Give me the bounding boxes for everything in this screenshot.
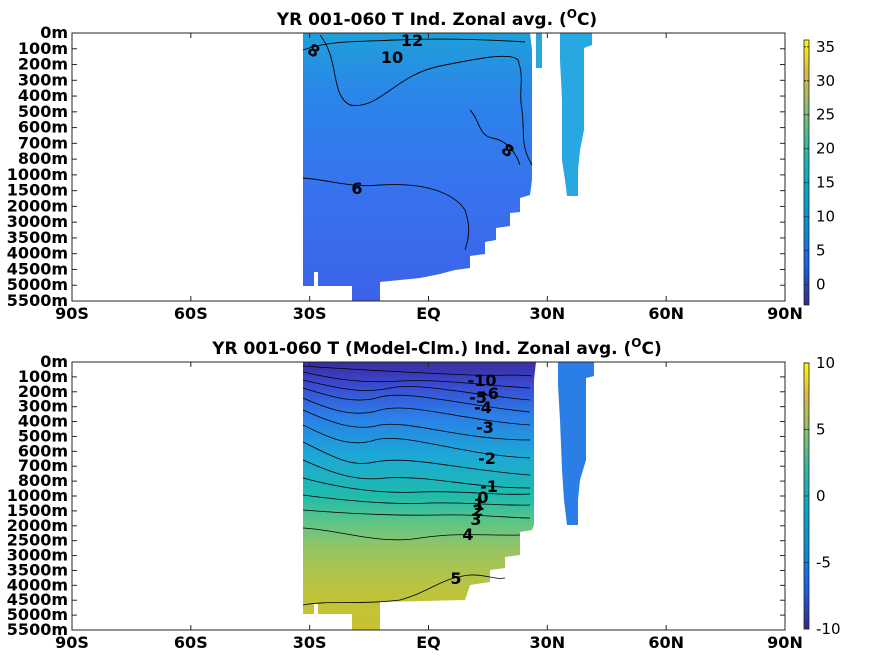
top-y-axis: 0m100m200m300m400m500m600m700m800m1000m1… (7, 23, 785, 310)
y-tick-label: 2000m (7, 516, 68, 535)
y-tick-label: 600m (18, 441, 68, 460)
x-tick-label: 30S (293, 304, 327, 323)
colorbar-tick-label: 5 (816, 242, 826, 260)
x-tick-label: 30S (293, 633, 327, 652)
top-colorbar (803, 39, 810, 306)
colorbar-tick-label: -10 (816, 620, 841, 638)
y-tick-label: 5000m (7, 275, 68, 294)
y-tick-label: 4500m (7, 590, 68, 609)
top-title: YR 001-060 T Ind. Zonal avg. (OC) (276, 7, 597, 30)
y-tick-label: 1500m (7, 181, 68, 200)
top-heatmap (302, 33, 592, 301)
y-tick-label: 500m (18, 102, 68, 121)
top-contour-label: 12 (401, 31, 423, 50)
bottom-contour-label: 4 (462, 525, 473, 544)
bottom-contour-label: -3 (476, 418, 494, 437)
x-tick-label: EQ (416, 304, 441, 323)
bottom-contour-label: -4 (474, 398, 492, 417)
colorbar-tick-label: 0 (816, 487, 826, 505)
x-tick-label: 30N (530, 633, 566, 652)
bottom-contour-label: 5 (450, 569, 461, 588)
y-tick-label: 1500m (7, 501, 68, 520)
y-tick-label: 4000m (7, 244, 68, 263)
y-tick-label: 500m (18, 426, 68, 445)
y-tick-label: 100m (18, 39, 68, 58)
y-tick-label: 200m (18, 55, 68, 74)
y-tick-label: 2500m (7, 531, 68, 550)
y-tick-label: 400m (18, 412, 68, 431)
x-tick-label: 30N (530, 304, 566, 323)
y-tick-label: 5500m (7, 620, 68, 639)
y-tick-label: 800m (18, 471, 68, 490)
bottom-contour-label: 1 (473, 495, 484, 514)
top-contour-label: 6 (351, 179, 362, 198)
y-tick-label: 1000m (7, 165, 68, 184)
y-tick-label: 0m (40, 352, 68, 371)
top-colorbar-ticks: 35 30 25 20 15 10 5 0 (804, 38, 835, 294)
bottom-contour-label: -2 (478, 449, 496, 468)
bottom-contour-label: -10 (468, 371, 497, 390)
bottom-contour-label: -1 (480, 477, 498, 496)
top-panel: YR 001-060 T Ind. Zonal avg. (OC) 12 10 … (7, 7, 835, 323)
y-tick-label: 4000m (7, 575, 68, 594)
colorbar-tick-label: 0 (816, 276, 826, 294)
top-contour-label: 10 (381, 48, 403, 67)
bottom-contour-label: -6 (481, 384, 499, 403)
bottom-contours (302, 365, 533, 606)
x-tick-label: 90S (55, 304, 89, 323)
colorbar-tick-label: 5 (816, 421, 826, 439)
y-tick-label: 200m (18, 382, 68, 401)
colorbar-tick-label: 20 (816, 140, 835, 158)
bottom-x-axis: 90S 60S 30S EQ 30N 60N 90N (55, 362, 803, 652)
colorbar-tick-label: 15 (816, 174, 835, 192)
y-tick-label: 600m (18, 118, 68, 137)
y-tick-label: 100m (18, 367, 68, 386)
y-tick-label: 0m (40, 23, 68, 42)
x-tick-label: 90N (767, 633, 803, 652)
bottom-title: YR 001-060 T (Model-Clm.) Ind. Zonal avg… (211, 336, 662, 359)
bottom-contour-label: 2 (472, 501, 483, 520)
top-contours (302, 34, 533, 251)
bottom-heatmap (302, 362, 594, 630)
y-tick-label: 800m (18, 149, 68, 168)
bottom-contour-label: 0 (477, 488, 488, 507)
x-tick-label: EQ (416, 633, 441, 652)
bottom-y-axis: 0m100m200m300m400m500m600m700m800m1000m1… (7, 352, 785, 639)
x-tick-label: 60N (648, 633, 684, 652)
y-tick-label: 3000m (7, 212, 68, 231)
y-tick-label: 3500m (7, 560, 68, 579)
y-tick-label: 5000m (7, 605, 68, 624)
colorbar-tick-label: 25 (816, 106, 835, 124)
colorbar-tick-label: 10 (816, 354, 835, 372)
bottom-panel: YR 001-060 T (Model-Clm.) Ind. Zonal avg… (7, 336, 841, 652)
y-tick-label: 300m (18, 397, 68, 416)
bottom-colorbar-ticks: 10 5 0 -5 -10 (804, 354, 841, 638)
y-tick-label: 3000m (7, 546, 68, 565)
y-tick-label: 1000m (7, 486, 68, 505)
colorbar-tick-label: 30 (816, 72, 835, 90)
colorbar-tick-label: 10 (816, 208, 835, 226)
bottom-contour-label: -5 (469, 388, 487, 407)
y-tick-label: 700m (18, 456, 68, 475)
x-tick-label: 90S (55, 633, 89, 652)
x-tick-label: 90N (767, 304, 803, 323)
y-tick-label: 5500m (7, 291, 68, 310)
colorbar-tick-label: 35 (816, 38, 835, 56)
bottom-contour-label: 3 (470, 510, 481, 529)
colorbar-tick-label: -5 (816, 554, 831, 572)
y-tick-label: 300m (18, 70, 68, 89)
y-tick-label: 3500m (7, 228, 68, 247)
y-tick-label: 4500m (7, 259, 68, 278)
x-tick-label: 60N (648, 304, 684, 323)
y-tick-label: 700m (18, 133, 68, 152)
y-tick-label: 2000m (7, 196, 68, 215)
y-tick-label: 400m (18, 86, 68, 105)
top-x-axis: 90S 60S 30S EQ 30N 60N 90N (55, 33, 803, 323)
x-tick-label: 60S (174, 304, 208, 323)
x-tick-label: 60S (174, 633, 208, 652)
